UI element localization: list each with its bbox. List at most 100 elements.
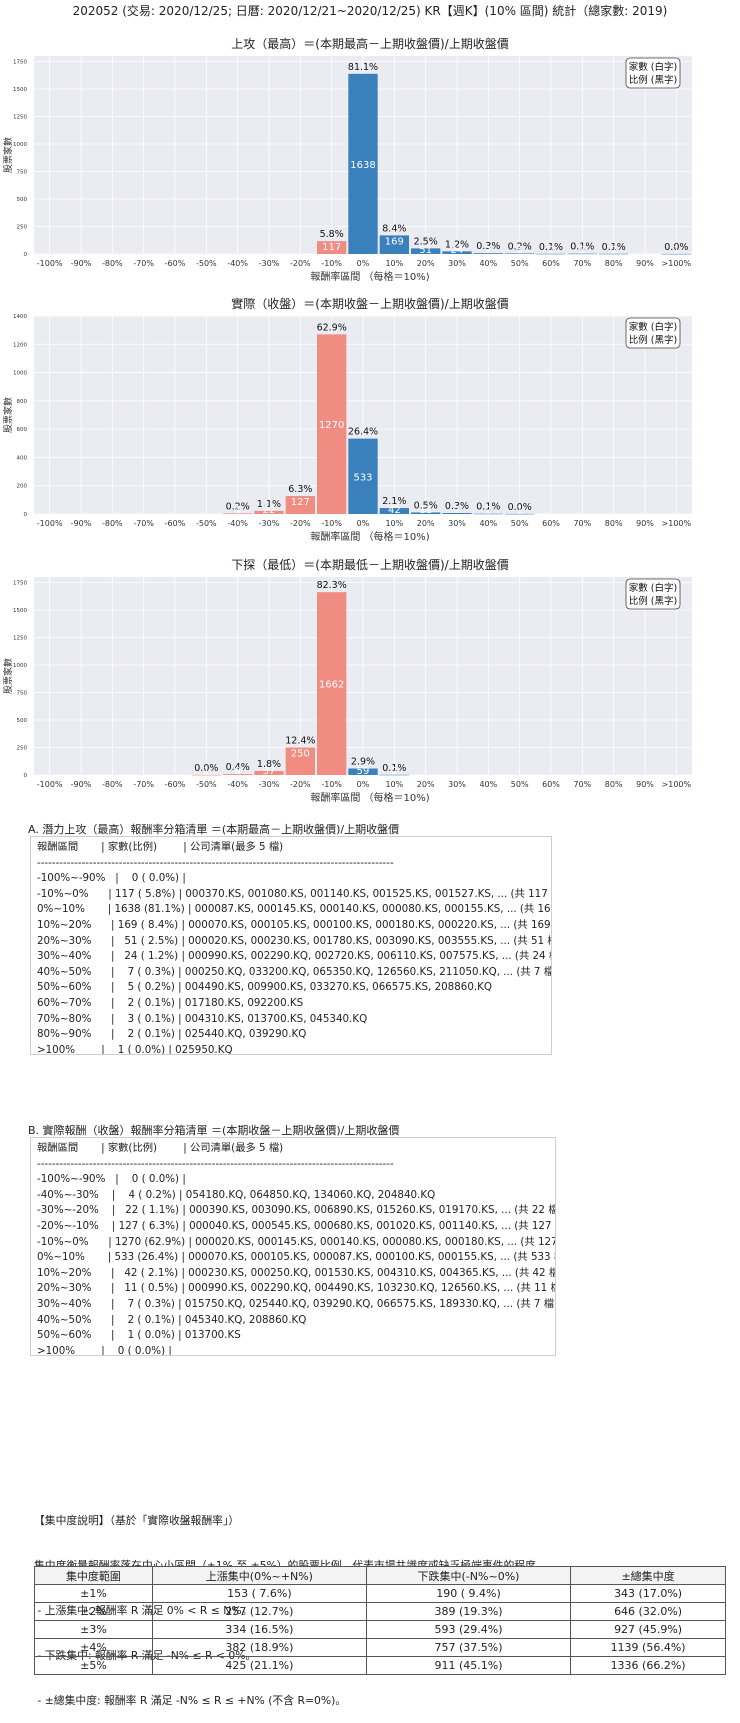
x-tick-label: 70% (573, 780, 591, 789)
table-cell: ±4% (34, 1638, 153, 1657)
bar-percent-label: 0.3% (445, 501, 469, 512)
x-tick-label: 70% (573, 519, 591, 528)
x-tick-label: >100% (662, 780, 692, 789)
bar-count-label: 1 (516, 505, 522, 516)
bar-percent-label: 81.1% (348, 62, 378, 73)
bar (473, 253, 503, 254)
table-cell: 334 (16.5%) (151, 1620, 367, 1639)
y-tick-label: 1250 (13, 636, 27, 642)
x-tick-label: -100% (37, 519, 63, 528)
bar-count-label: 1 (673, 245, 679, 256)
x-tick-label: -10% (321, 780, 342, 789)
x-tick-label: -100% (37, 780, 63, 789)
x-tick-label: 90% (636, 780, 654, 789)
legend-percent-label: 比例 (黑字) (629, 595, 677, 607)
list-line: ----------------------------------------… (37, 1157, 394, 1170)
bar-count-label: 533 (353, 472, 372, 483)
x-tick-label: -90% (71, 259, 92, 268)
bar-percent-label: 5.8% (320, 229, 344, 240)
bar-count-label: 250 (291, 749, 310, 760)
table-cell: ±5% (34, 1656, 153, 1675)
x-tick-label: 40% (479, 519, 497, 528)
bar-count-label: 2 (548, 245, 554, 256)
x-tick-label: -70% (133, 780, 154, 789)
bar-percent-label: 2.5% (414, 236, 438, 247)
y-tick-label: 600 (17, 427, 28, 433)
x-tick-label: 0% (357, 259, 370, 268)
list-line: -40%~-30% | 4 ( 0.2%) | 054180.KQ, 06485… (37, 1188, 436, 1201)
x-tick-label: 30% (448, 259, 466, 268)
y-tick-label: 0 (24, 512, 28, 518)
bar-count-label: 117 (322, 242, 341, 253)
bar-percent-label: 8.4% (382, 223, 406, 234)
list-line: 50%~60% | 5 ( 0.2%) | 004490.KS, 009900.… (37, 981, 493, 994)
bar (223, 513, 253, 514)
bar (285, 747, 315, 775)
table-cell: ±2% (34, 1602, 153, 1621)
bar (411, 512, 441, 514)
x-tick-label: -20% (290, 259, 311, 268)
x-tick-label: 20% (417, 259, 435, 268)
list-line: >100% | 0 ( 0.0%) | (37, 1344, 172, 1356)
table-cell: 1139 (56.4%) (570, 1638, 726, 1657)
y-tick-label: 250 (17, 746, 28, 752)
x-axis-label: 報酬率區間 （每格＝10%) (310, 791, 429, 804)
bar-percent-label: 0.1% (602, 242, 626, 253)
bar (599, 253, 629, 255)
list-line: 0%~10% | 533 (26.4%) | 000070.KS, 000105… (37, 1251, 556, 1264)
page-title: 202052 (交易: 2020/12/25; 日曆: 2020/12/21~2… (72, 4, 668, 18)
list-line: 報酬區間 | 家數(比例) | 公司清單(最多 5 檔) (37, 1142, 284, 1154)
x-tick-label: 20% (417, 519, 435, 528)
x-tick-label: 60% (542, 780, 560, 789)
y-tick-label: 1000 (13, 371, 27, 377)
chart-title: 下探（最低）＝(本期最低－上期收盤價)/上期收盤價 (231, 558, 508, 572)
bar-count-label: 8 (234, 766, 240, 777)
x-tick-label: 80% (605, 780, 623, 789)
bar-percent-label: 26.4% (348, 427, 378, 438)
bar-percent-label: 12.4% (285, 736, 315, 747)
bar-count-label: 7 (454, 505, 460, 516)
x-tick-label: -80% (102, 519, 123, 528)
y-tick-label: 500 (17, 718, 28, 724)
list-line: 60%~70% | 2 ( 0.1%) | 017180.KS, 092200.… (37, 996, 304, 1009)
bar-count-label: 51 (419, 245, 432, 256)
bar (442, 513, 472, 514)
y-tick-label: 0 (24, 252, 28, 258)
table-cell: 153 ( 7.6%) (151, 1584, 367, 1603)
list-line: -20%~-10% | 127 ( 6.3%) | 000040.KS, 000… (37, 1219, 556, 1232)
x-tick-label: >100% (662, 259, 692, 268)
x-tick-label: -40% (227, 519, 248, 528)
concentration-table: 集中度範圍 上漲集中(0%~+N%) 下跌集中(-N%~0%) ±總集中度 ±1… (34, 1566, 726, 1675)
table-cell: 911 (45.1%) (365, 1656, 572, 1675)
y-tick-label: 1200 (13, 342, 27, 348)
x-tick-label: 80% (605, 519, 623, 528)
x-tick-label: -80% (102, 780, 123, 789)
bar (348, 438, 378, 514)
list-line: >100% | 1 ( 0.0%) | 025950.KQ (37, 1043, 233, 1055)
x-tick-label: 90% (636, 259, 654, 268)
table-cell: 257 (12.7%) (151, 1602, 367, 1621)
y-axis-label: 股票家數 (2, 658, 14, 694)
table-header: 上漲集中(0%~+N%) (151, 1566, 367, 1585)
bar (317, 592, 347, 775)
x-tick-label: 10% (385, 259, 403, 268)
bar (348, 73, 378, 254)
bar-percent-label: 82.3% (317, 580, 347, 591)
y-tick-label: 1250 (13, 115, 27, 121)
x-tick-label: 70% (573, 259, 591, 268)
legend-count-label: 家數 (白字) (629, 582, 677, 594)
chart-lower-probe: 下探（最低）＝(本期最低－上期收盤價)/上期收盤價 -100% -90% -80% -7… (2, 558, 692, 804)
legend-box (625, 578, 681, 610)
bar (661, 253, 691, 255)
bar-percent-label: 1.8% (257, 759, 281, 770)
bar-count-label: 37 (263, 766, 276, 777)
table-cell: ±3% (34, 1620, 153, 1639)
bar-count-label: 11 (419, 505, 432, 516)
list-line: 40%~50% | 2 ( 0.1%) | 045340.KQ, 208860.… (37, 1313, 307, 1326)
bar-count-label: 7 (485, 245, 491, 256)
table-cell: 757 (37.5%) (365, 1638, 572, 1657)
x-tick-label: -50% (196, 519, 217, 528)
x-tick-label: -20% (290, 519, 311, 528)
list-line: 0%~10% | 1638 (81.1%) | 000087.KS, 00014… (37, 903, 552, 916)
table-row: ±1% 153 ( 7.6%) 190 ( 9.4%) 343 (17.0%) (34, 1584, 726, 1603)
